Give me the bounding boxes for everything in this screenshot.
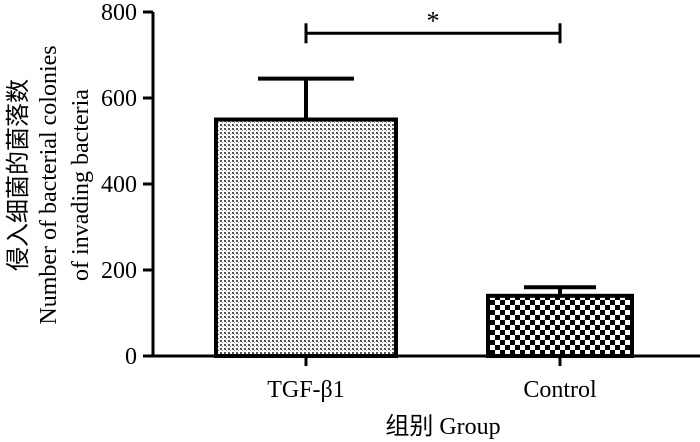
y-tick-label: 200 (101, 258, 137, 284)
x-tick-label: Control (523, 377, 597, 403)
y-axis-title: 侵入细菌的菌落数 Number of bacterial colonies of… (5, 45, 94, 324)
y-axis-title-line2: of invading bacteria (68, 89, 94, 281)
significance-bracket: * (304, 6, 562, 44)
y-axis-title-line1: Number of bacterial colonies (36, 45, 62, 324)
y-tick-label: 0 (125, 344, 137, 370)
y-tick-label: 800 (101, 0, 137, 26)
y-axis-title-cn: 侵入细菌的菌落数 (5, 79, 32, 271)
x-tick-label: TGF-β1 (267, 377, 345, 403)
bar-control (486, 293, 634, 358)
x-axis-title: 组别 Group (385, 413, 500, 440)
y-tick-label: 600 (101, 86, 137, 112)
significance-label: * (427, 6, 440, 35)
bar-tgf-beta1 (214, 117, 398, 358)
y-tick-label: 400 (101, 172, 137, 198)
